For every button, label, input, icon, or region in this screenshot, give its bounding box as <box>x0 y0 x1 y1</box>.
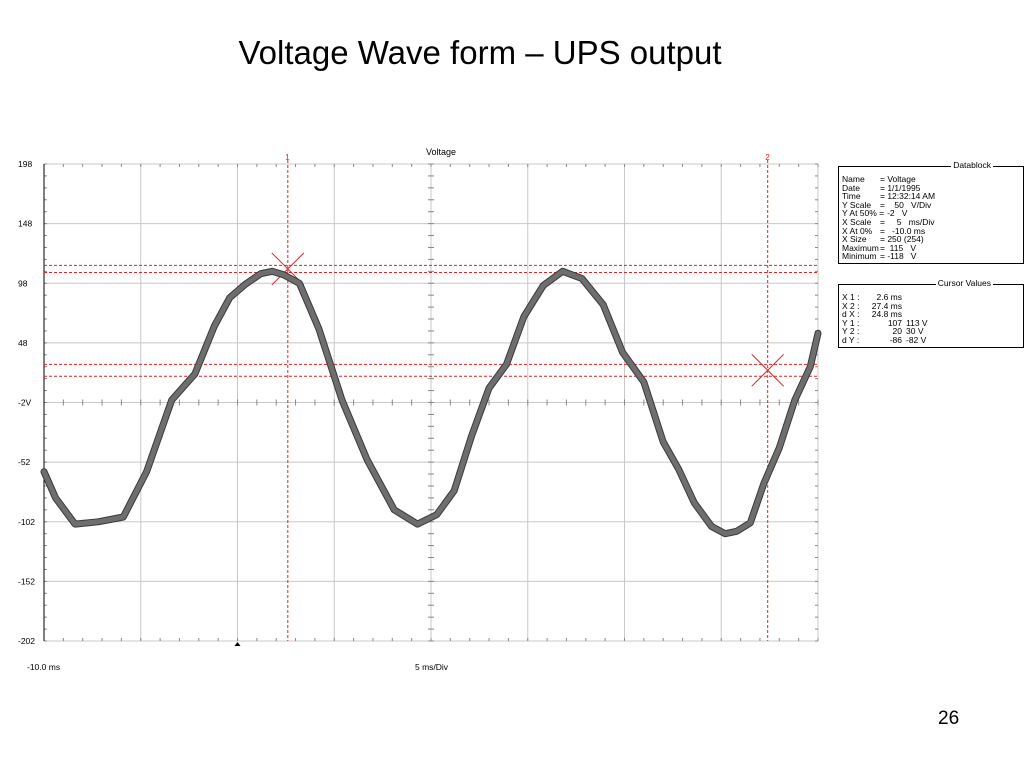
datablock-key: X At 0% <box>842 225 873 236</box>
cursor-value-1: -86 <box>889 334 902 345</box>
cursor-value-2: 30 V <box>906 326 924 337</box>
cursor-value-row: d X : 24.8 ms <box>842 310 1023 319</box>
datablock-row: Minimum = -118 V <box>842 252 1023 261</box>
datablock-value: = -118 V <box>880 251 917 262</box>
datablock-title: Datablock <box>951 160 993 170</box>
cursor-lines <box>44 160 818 641</box>
cursor-value-key: X 1 : <box>842 292 860 302</box>
cursor-values-title: Cursor Values <box>935 278 993 288</box>
cursor-values-panel: Cursor Values X 1 :2.6 ms X 2 :27.4 ms d X… <box>838 279 1024 348</box>
cursor-label: 2 <box>765 153 770 162</box>
cursor-value-row: Y 1 : 107 113 V <box>842 319 1023 328</box>
chart-labels: 198 148 98 48 -2V -52 -102 -152 -202 1 2 Voltage -10… <box>18 147 770 672</box>
datablock-key: Date <box>842 182 860 193</box>
y-tick-label: 198 <box>18 159 32 169</box>
cursor-value-2 <box>902 302 906 311</box>
y-tick-label: -152 <box>18 576 35 586</box>
cursor-value-2: 113 V <box>906 317 928 328</box>
chart-axes <box>43 163 819 646</box>
cursor-value-row: d Y : -86 -82 V <box>842 336 1023 345</box>
datablock-row: Y Scale = 50 V/Div <box>842 201 1023 210</box>
datablock-panel: Datablock Name = Voltage Date = 1/1/1995 Tim… <box>838 161 1024 264</box>
y-tick-label: -202 <box>18 636 35 646</box>
datablock-key: Maximum <box>842 242 879 253</box>
datablock-key: X Scale <box>842 216 872 227</box>
cursor-value-1: 24.8 ms <box>871 309 902 320</box>
y-tick-label: -2V <box>18 398 32 408</box>
trigger-marker <box>234 642 241 646</box>
cursor-value-1: 20 <box>892 326 902 337</box>
datablock-row: X Scale = 5 ms/Div <box>842 218 1023 227</box>
y-tick-label: -102 <box>18 517 35 527</box>
voltage-trace <box>40 267 822 538</box>
cursor-value-key: X 2 : <box>842 300 860 311</box>
voltage-trace-line <box>41 268 821 537</box>
datablock-value: = -10.0 ms <box>880 225 926 236</box>
cursor-value-row: Y 2 : 20 30 V <box>842 327 1023 336</box>
datablock-value: = 5 ms/Div <box>880 216 935 227</box>
y-tick-label: 48 <box>18 338 28 348</box>
cursor-marker <box>271 252 305 286</box>
cursor-marker <box>751 353 785 387</box>
cursor-value-1: 27.4 ms <box>871 300 902 311</box>
cursor-value-2 <box>902 293 906 302</box>
datablock-value: = 250 (254) <box>880 234 924 245</box>
datablock-row: Time = 12:32:14 AM <box>842 192 1023 201</box>
cursor-value-key: d Y : <box>842 334 860 345</box>
datablock-value: = 12:32:14 AM <box>880 191 936 202</box>
datablock-value: = 115 V <box>880 242 916 253</box>
datablock-value: -2 V <box>880 208 908 219</box>
datablock-key: Time <box>842 191 861 202</box>
datablock-key: Name <box>842 174 865 184</box>
cursor-label: 1 <box>285 153 290 162</box>
cursor-value-key: d X : <box>842 309 860 320</box>
cursor-value-1: 107 <box>887 317 902 328</box>
datablock-row: Date = 1/1/1995 <box>842 182 1023 193</box>
y-tick-label: 148 <box>18 219 32 229</box>
datablock-row: Name = Voltage <box>842 175 1023 184</box>
cursor-value-key: Y 1 : <box>842 317 860 328</box>
chart-title: Voltage <box>426 147 456 157</box>
datablock-row: X At 0% = -10.0 ms <box>842 225 1023 236</box>
cursor-value-1: 2.6 ms <box>876 292 902 302</box>
datablock-value: = 50 V/Div <box>880 199 932 210</box>
slide-number: 26 <box>938 708 960 729</box>
datablock-key: Y Scale <box>842 199 872 210</box>
slide-title: Voltage Wave form – UPS output <box>238 34 722 71</box>
cursor-value-key: Y 2 : <box>842 326 860 337</box>
cursor-value-row: X 1 : 2.6 ms <box>842 293 1023 302</box>
cursor-value-row: X 2 : 27.4 ms <box>842 300 1023 311</box>
datablock-row: Y At 50% = -2 V <box>842 209 1023 218</box>
datablock-key: X Size <box>842 234 867 245</box>
datablock-row: Maximum = 115 V <box>842 244 1023 253</box>
datablock-key: Y At 50% = <box>842 208 885 219</box>
y-tick-label: 98 <box>18 278 28 288</box>
datablock-key: Minimum <box>842 251 877 262</box>
cursor-value-2: -82 V <box>906 334 927 345</box>
datablock-value: = 1/1/1995 <box>880 182 921 193</box>
y-tick-label: -52 <box>18 457 31 467</box>
datablock-value: = Voltage <box>880 174 916 184</box>
x-start-label: -10.0 ms <box>27 662 60 672</box>
x-axis-label: 5 ms/Div <box>415 662 449 672</box>
datablock-row: X Size = 250 (254) <box>842 235 1023 244</box>
